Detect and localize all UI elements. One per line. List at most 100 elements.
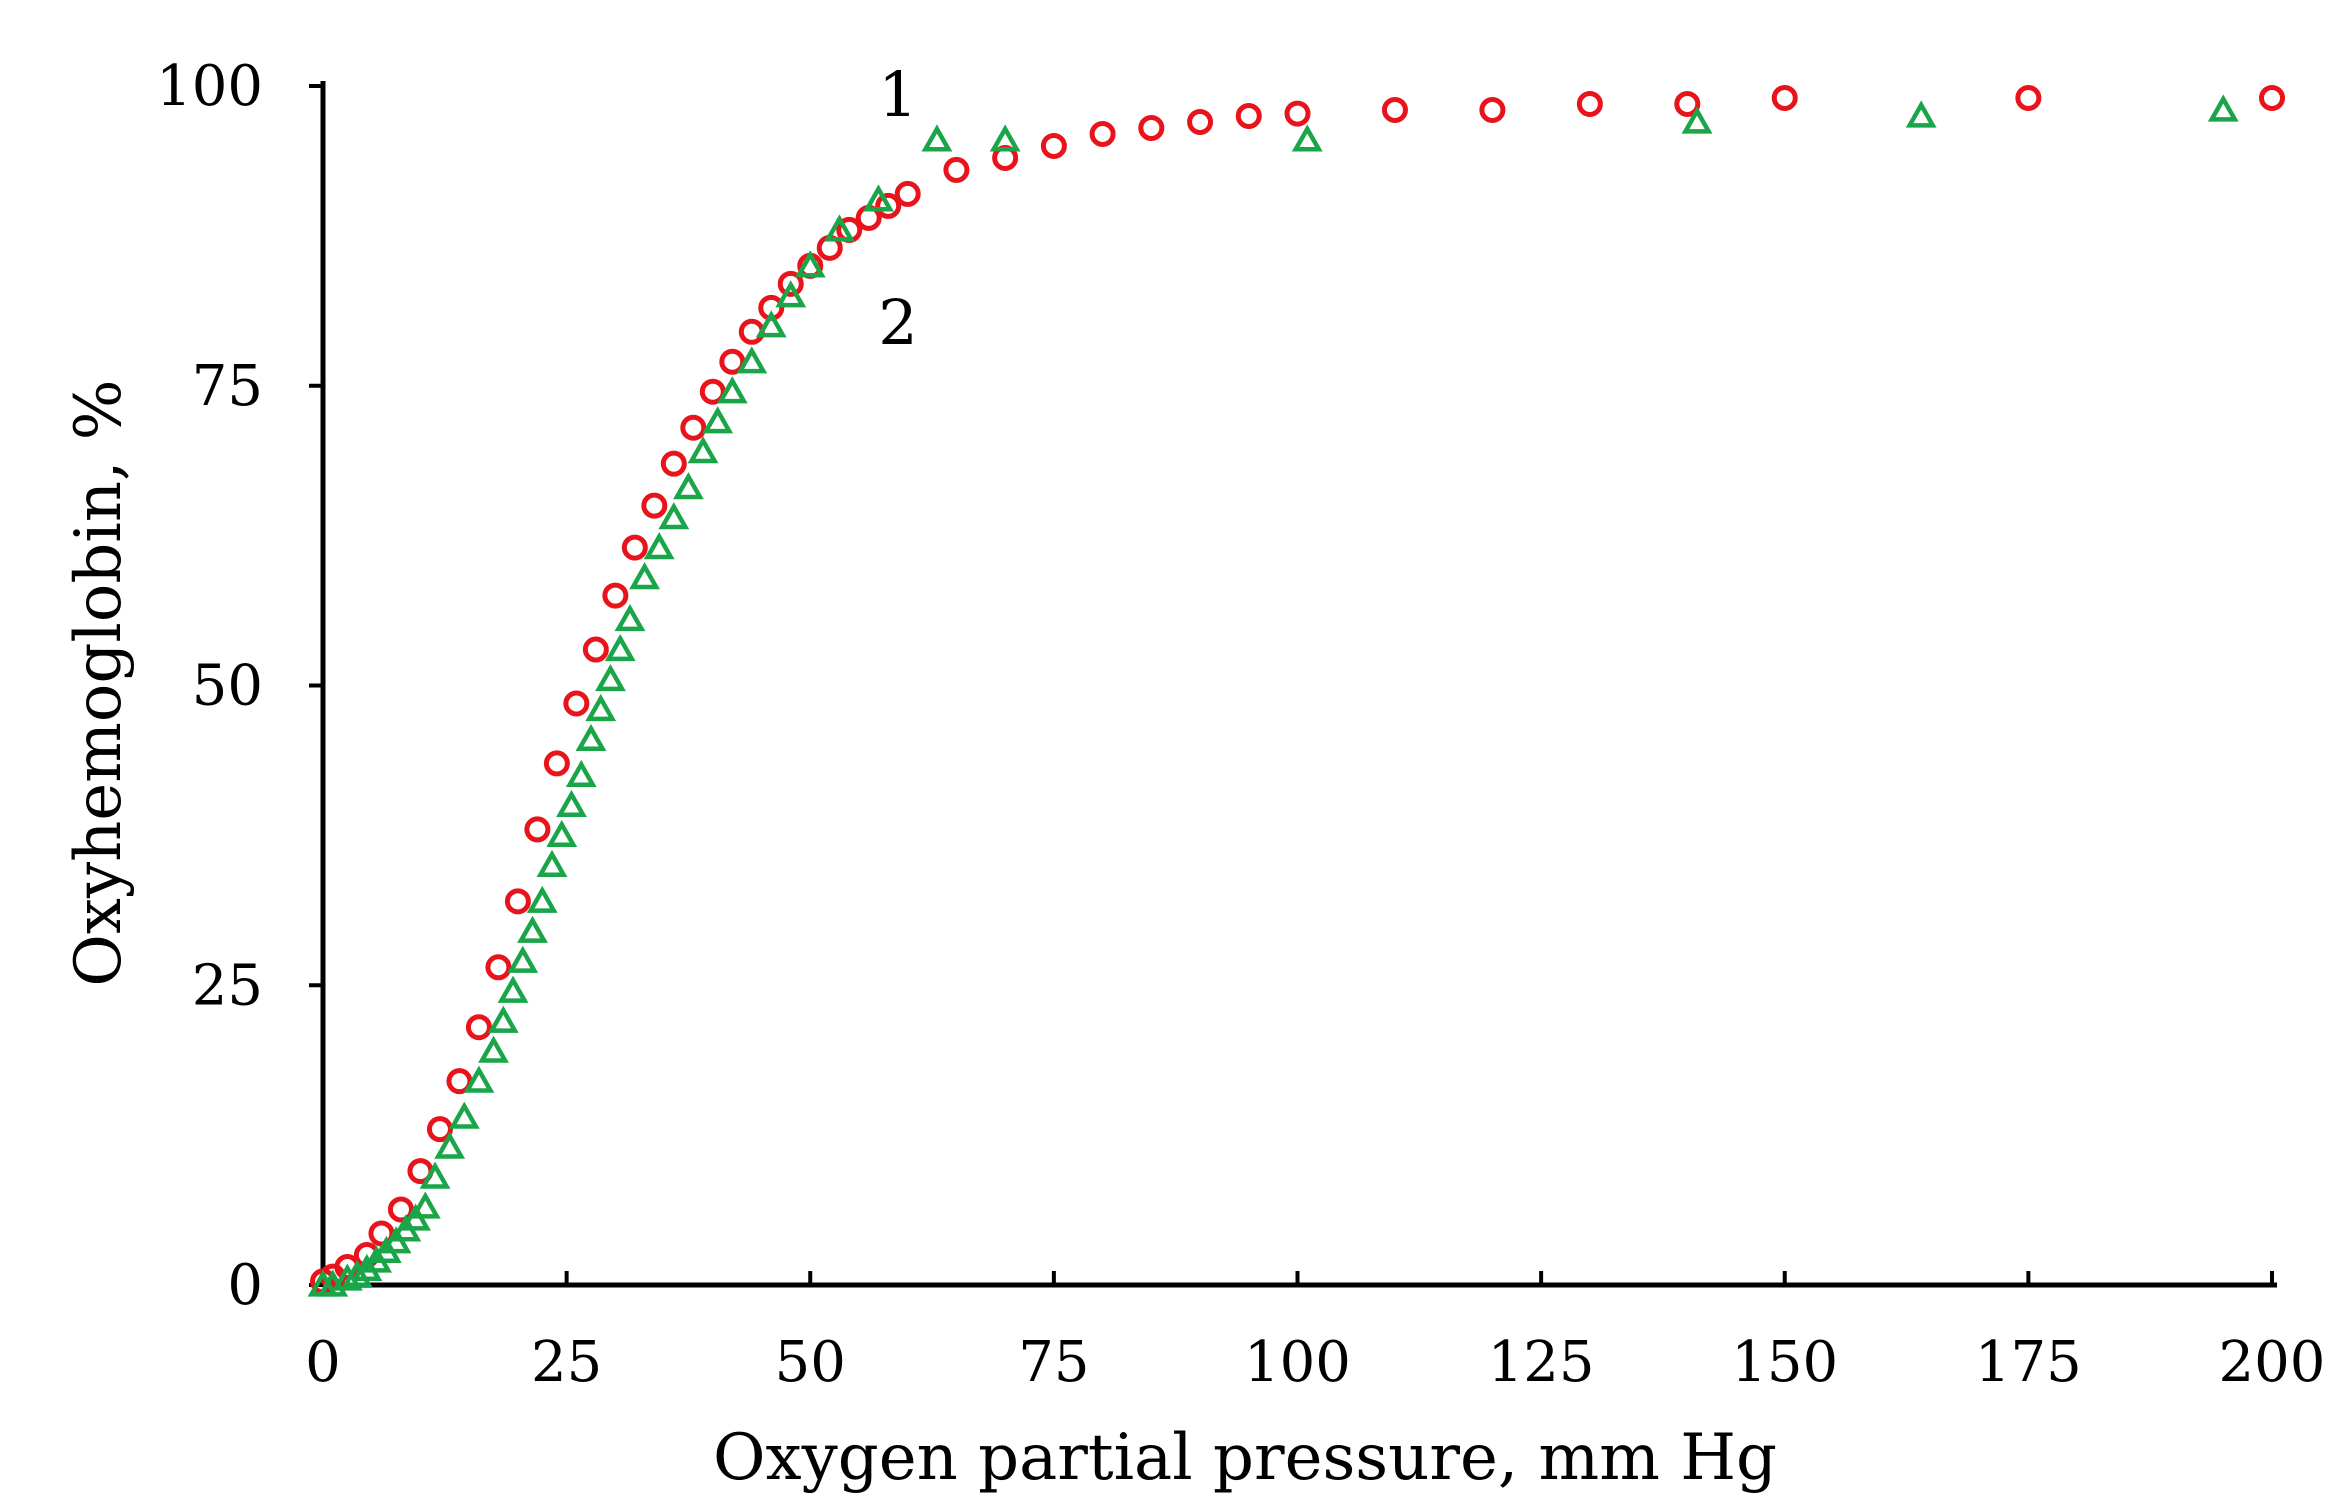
x-tick-label-25: 25 <box>531 1330 602 1395</box>
annotation-layer: 12 <box>878 58 917 359</box>
series-1-point-16 <box>602 582 629 609</box>
y-axis-title: Oxyhemoglobin, % <box>62 379 136 986</box>
series-2-point-16 <box>487 1005 519 1033</box>
series-2-point-48 <box>2207 94 2239 122</box>
series-2-point-40 <box>794 250 826 278</box>
x-axis-title: Oxygen partial pressure, mm Hg <box>713 1421 1777 1495</box>
series-1-point-37 <box>1187 108 1214 135</box>
series-2-point-14 <box>463 1065 495 1093</box>
series-1-point-17 <box>621 534 648 561</box>
series-1-point-8 <box>446 1068 473 1095</box>
series-1-point-39 <box>1284 100 1311 127</box>
series-2-point-36 <box>716 376 748 404</box>
series-1-point-22 <box>719 348 746 375</box>
series-2-point-11 <box>419 1161 451 1189</box>
y-tick-label-100: 100 <box>156 54 263 119</box>
series-2-point-32 <box>658 502 690 530</box>
series-1-point-41 <box>1479 96 1506 123</box>
series-2-point-42 <box>863 184 894 212</box>
x-tick-label-100: 100 <box>1244 1330 1351 1395</box>
x-tick-label-200: 200 <box>2219 1330 2326 1395</box>
series-2-point-24 <box>565 759 597 788</box>
series-1-point-44 <box>1771 84 1798 111</box>
series-2-point-41 <box>824 214 855 242</box>
series-1-point-38 <box>1235 102 1262 129</box>
series-2-point-20 <box>526 885 558 913</box>
series-2-point-18 <box>507 945 539 973</box>
series-1-point-5 <box>387 1196 414 1223</box>
series-1-point-40 <box>1381 96 1408 123</box>
series-1-point-11 <box>504 888 531 915</box>
series-2-point-34 <box>687 436 719 464</box>
series-1-point-13 <box>543 750 570 777</box>
series-label-1: 1 <box>878 58 917 131</box>
series-2-point-45 <box>1291 124 1323 152</box>
series-2-point-25 <box>575 723 607 752</box>
series-1-point-21 <box>699 378 726 405</box>
series-1-point-9 <box>465 1014 492 1041</box>
series-1-point-35 <box>1089 120 1116 147</box>
series-2-point-22 <box>546 819 578 847</box>
x-tick-label-50: 50 <box>775 1330 846 1395</box>
series-1-point-45 <box>2015 84 2042 111</box>
series-2-point-44 <box>989 124 1021 152</box>
series-2-point-35 <box>702 406 734 434</box>
series-1-point-19 <box>660 450 687 477</box>
series-2-point-37 <box>736 346 768 374</box>
series-2-point-28 <box>604 633 636 662</box>
y-tick-labels: 0 25 50 75 100 <box>156 54 263 1318</box>
x-tick-label-150: 150 <box>1731 1330 1838 1395</box>
series-2-point-12 <box>434 1131 466 1159</box>
series-2-point-33 <box>673 472 704 500</box>
series-1-point-7 <box>426 1116 453 1143</box>
series-2 <box>307 94 2239 1297</box>
x-tick-label-125: 125 <box>1488 1330 1595 1395</box>
series-2-point-3 <box>341 1259 373 1288</box>
series-1-point-25 <box>777 270 804 297</box>
series-1-point-10 <box>485 954 512 981</box>
series-1-point-42 <box>1576 90 1603 117</box>
series-1-point-12 <box>524 816 551 843</box>
series-2-point-29 <box>614 603 646 632</box>
x-tick-label-175: 175 <box>1975 1330 2082 1395</box>
y-tick-label-75: 75 <box>192 354 263 419</box>
series-1-point-14 <box>563 690 590 717</box>
series-2-point-46 <box>1681 106 1713 134</box>
series-label-2: 2 <box>878 286 917 359</box>
series-2-point-15 <box>478 1035 509 1063</box>
series-2-point-47 <box>1905 100 1937 128</box>
y-tick-label-50: 50 <box>192 654 263 719</box>
series-2-point-21 <box>536 849 568 877</box>
series-2-point-38 <box>755 310 787 338</box>
series-layer <box>307 84 2285 1297</box>
series-2-point-23 <box>556 789 587 817</box>
x-tick-labels: 0 25 50 75 100 125 150 175 200 <box>305 1330 2325 1395</box>
series-2-point-19 <box>517 915 548 943</box>
series-2-point-13 <box>448 1101 480 1129</box>
series-1-point-30 <box>875 192 902 219</box>
series-1-point-20 <box>680 414 707 441</box>
series-1-point-32 <box>943 156 970 183</box>
series-2-point-31 <box>643 532 675 560</box>
series-1-point-18 <box>641 492 668 519</box>
series-2-point-27 <box>595 663 626 692</box>
y-tick-label-0: 0 <box>227 1253 263 1318</box>
series-1-point-31 <box>894 180 921 207</box>
x-tick-label-0: 0 <box>305 1330 341 1395</box>
series-2-point-17 <box>497 975 529 1003</box>
series-1-point-36 <box>1138 114 1165 141</box>
series-2-point-43 <box>921 124 953 152</box>
series-2-point-39 <box>775 280 807 308</box>
series-1-point-34 <box>1040 132 1067 159</box>
series-2-point-30 <box>629 562 660 590</box>
y-tick-label-25: 25 <box>192 953 263 1018</box>
series-2-point-10 <box>409 1191 441 1219</box>
x-tick-label-75: 75 <box>1018 1330 1089 1395</box>
series-1-point-46 <box>2259 84 2285 111</box>
series-2-point-26 <box>585 693 617 722</box>
series-1-point-15 <box>582 636 609 663</box>
series-1-point-4 <box>368 1220 395 1247</box>
series-1-point-43 <box>1674 90 1701 117</box>
